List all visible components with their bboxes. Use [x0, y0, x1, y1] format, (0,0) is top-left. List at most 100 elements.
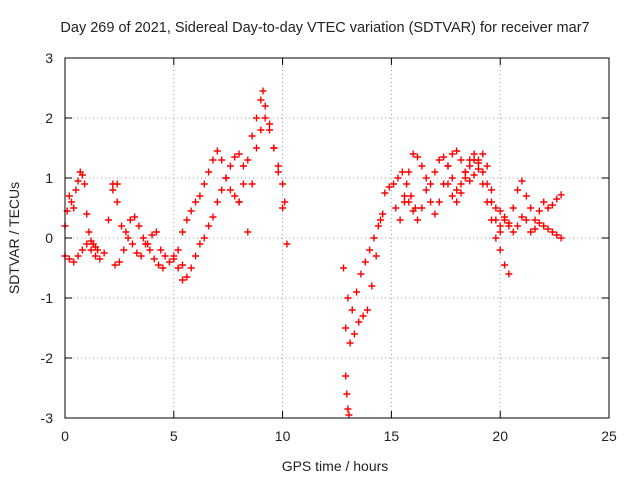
- data-point: [548, 228, 556, 236]
- data-point: [244, 228, 252, 236]
- data-point: [83, 210, 91, 218]
- data-point: [94, 246, 102, 254]
- data-point: [261, 102, 269, 110]
- data-point: [146, 246, 154, 254]
- data-point: [470, 156, 478, 164]
- data-point: [398, 168, 406, 176]
- data-point: [466, 177, 474, 185]
- data-point: [448, 192, 456, 200]
- data-point: [248, 180, 256, 188]
- data-point: [509, 204, 517, 212]
- data-point: [496, 246, 504, 254]
- data-point: [105, 216, 113, 224]
- data-point: [165, 258, 173, 266]
- data-point: [261, 114, 269, 122]
- data-point: [100, 249, 108, 257]
- data-point: [448, 150, 456, 158]
- data-point: [274, 168, 282, 176]
- data-point: [281, 198, 289, 206]
- data-point: [557, 191, 565, 199]
- data-point: [544, 225, 552, 233]
- data-point: [115, 258, 123, 266]
- data-point: [226, 162, 234, 170]
- data-point: [505, 270, 513, 278]
- data-point: [209, 156, 217, 164]
- data-point: [266, 120, 274, 128]
- data-point: [479, 168, 487, 176]
- data-point: [531, 216, 539, 224]
- data-point: [183, 273, 191, 281]
- data-point: [444, 180, 452, 188]
- data-point: [340, 264, 348, 272]
- data-point: [259, 87, 267, 95]
- data-point: [363, 306, 371, 314]
- data-point: [124, 234, 132, 242]
- data-point: [553, 231, 561, 239]
- data-point: [427, 198, 435, 206]
- x-tick-label: 20: [492, 428, 508, 444]
- data-point: [518, 213, 526, 221]
- data-point: [174, 264, 182, 272]
- data-point: [483, 198, 491, 206]
- data-point: [492, 204, 500, 212]
- series-arc-1: [61, 168, 102, 254]
- series-arc-5: [170, 147, 243, 260]
- data-point: [279, 204, 287, 212]
- data-point: [361, 258, 369, 266]
- series-arc-6: [179, 150, 247, 284]
- y-tick-label: 2: [45, 110, 53, 126]
- data-point: [414, 216, 422, 224]
- data-point: [353, 288, 361, 296]
- data-point: [118, 222, 126, 230]
- data-point: [492, 234, 500, 242]
- data-point: [74, 177, 82, 185]
- series-arc-8: [244, 114, 289, 236]
- data-point: [252, 144, 260, 152]
- data-point: [522, 216, 530, 224]
- data-point: [409, 207, 417, 215]
- data-point: [366, 246, 374, 254]
- data-point: [527, 204, 535, 212]
- x-tick-label: 15: [384, 428, 400, 444]
- data-point: [196, 192, 204, 200]
- data-point: [422, 174, 430, 182]
- data-point: [83, 240, 91, 248]
- data-point: [431, 168, 439, 176]
- data-point: [487, 186, 495, 194]
- data-point: [496, 207, 504, 215]
- x-axis-label: GPS time / hours: [282, 458, 389, 474]
- data-point: [479, 180, 487, 188]
- data-point: [152, 228, 160, 236]
- data-point: [487, 216, 495, 224]
- axis-ticks: [64, 57, 610, 419]
- data-point: [381, 189, 389, 197]
- data-point: [131, 213, 139, 221]
- series-arc-15: [492, 177, 565, 230]
- data-point: [509, 228, 517, 236]
- data-point: [418, 162, 426, 170]
- data-point: [557, 234, 565, 242]
- x-tick-label: 5: [170, 428, 178, 444]
- x-tick-label: 10: [275, 428, 291, 444]
- data-point: [142, 240, 150, 248]
- y-tick-label: -3: [41, 410, 54, 426]
- y-tick-label: 3: [45, 50, 53, 66]
- data-point: [111, 261, 119, 269]
- data-point: [400, 192, 408, 200]
- data-point: [544, 204, 552, 212]
- data-point: [96, 255, 104, 263]
- data-point: [239, 162, 247, 170]
- data-point: [133, 249, 141, 257]
- data-point: [368, 282, 376, 290]
- y-tick-label: 0: [45, 230, 53, 246]
- series-arc-2: [61, 180, 121, 266]
- data-point: [68, 198, 76, 206]
- data-point: [435, 156, 443, 164]
- data-point: [457, 156, 465, 164]
- data-point: [535, 219, 543, 227]
- y-tick-labels: -3 -2 -1 0 1 2 3: [41, 50, 54, 426]
- data-point: [390, 180, 398, 188]
- data-point: [113, 198, 121, 206]
- data-point: [355, 318, 363, 326]
- data-point: [370, 234, 378, 242]
